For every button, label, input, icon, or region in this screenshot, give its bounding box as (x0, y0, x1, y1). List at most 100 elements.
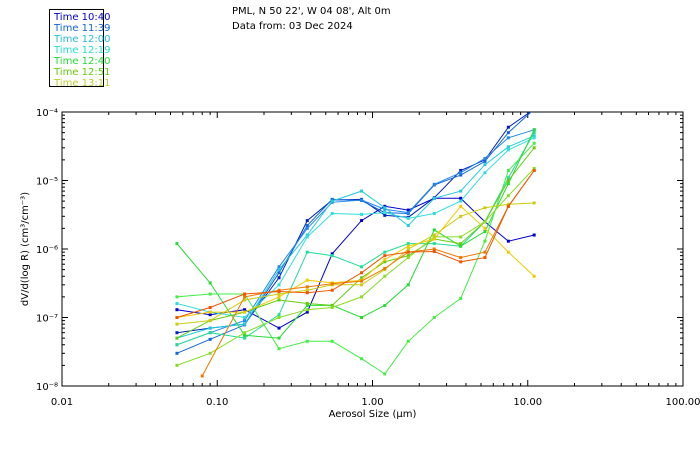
data-point (360, 357, 364, 361)
data-point (208, 281, 212, 285)
data-point (432, 196, 436, 200)
data-point (277, 336, 281, 340)
series-line (176, 142, 535, 375)
data-point (532, 136, 536, 140)
y-tick-label: 10⁻⁶ (36, 245, 58, 256)
data-point (175, 322, 179, 326)
data-point (506, 176, 510, 180)
x-tick-label: 0.10 (206, 397, 228, 408)
data-point (459, 204, 463, 208)
data-point (277, 265, 281, 269)
data-point (506, 239, 510, 243)
data-point (360, 295, 364, 299)
data-point (532, 131, 536, 135)
legend-box (49, 9, 104, 87)
data-point (532, 166, 536, 170)
data-point (305, 291, 309, 295)
series-line (176, 147, 535, 339)
data-point (243, 295, 247, 299)
data-point (305, 233, 309, 237)
data-point (305, 310, 309, 314)
data-point (175, 302, 179, 306)
data-point (459, 244, 463, 248)
data-point (432, 211, 436, 215)
data-point (432, 182, 436, 186)
data-point (277, 298, 281, 302)
data-point (432, 316, 436, 319)
data-point (506, 125, 510, 129)
data-point (506, 136, 510, 140)
data-point (208, 292, 212, 296)
data-point (330, 303, 334, 307)
data-point (277, 313, 281, 317)
data-point (175, 316, 179, 319)
data-point (483, 230, 487, 234)
data-point (459, 296, 463, 300)
data-point (483, 239, 487, 243)
legend-item: Time 12:19 (54, 45, 111, 56)
data-point (532, 146, 536, 150)
data-point (360, 283, 364, 287)
data-point (506, 168, 510, 172)
data-point (406, 208, 410, 212)
data-point (506, 145, 510, 149)
data-point (432, 233, 436, 237)
data-point (360, 276, 364, 280)
y-tick-label: 10⁻⁷ (36, 314, 58, 325)
legend-item: Time 13:11 (54, 78, 111, 89)
data-point (360, 212, 364, 216)
legend-item: Time 12:00 (54, 34, 111, 45)
data-point (305, 278, 309, 282)
data-point (383, 211, 387, 215)
data-point (532, 233, 536, 237)
data-point (243, 322, 247, 326)
data-point (175, 363, 179, 367)
data-point (483, 250, 487, 254)
data-point (360, 198, 364, 202)
y-tick-label: 10⁻⁴ (36, 108, 58, 119)
data-point (277, 295, 281, 299)
data-point (506, 204, 510, 208)
data-point (208, 351, 212, 355)
data-point (305, 250, 309, 254)
data-point (330, 288, 334, 292)
data-point (383, 266, 387, 270)
data-point (483, 171, 487, 175)
data-point (383, 254, 387, 258)
data-point (208, 310, 212, 314)
data-point (243, 316, 247, 319)
data-point (208, 313, 212, 317)
data-point (432, 242, 436, 246)
data-point (383, 258, 387, 262)
data-point (483, 226, 487, 230)
data-point (459, 235, 463, 239)
data-point (532, 274, 536, 278)
data-point (330, 211, 334, 215)
data-point (305, 339, 309, 343)
data-point (483, 256, 487, 260)
data-point (459, 199, 463, 203)
data-point (459, 256, 463, 260)
data-point (506, 202, 510, 206)
data-point (383, 207, 387, 211)
data-point (432, 237, 436, 241)
data-point (208, 326, 212, 330)
data-point (175, 343, 179, 347)
data-point (277, 271, 281, 275)
x-tick-label: 100.00 (666, 397, 700, 408)
data-point (277, 316, 281, 319)
data-point (208, 305, 212, 309)
data-point (459, 196, 463, 200)
series-line (176, 170, 535, 318)
data-point (383, 213, 387, 217)
data-point (483, 206, 487, 210)
data-point (305, 219, 309, 223)
data-point (483, 159, 487, 163)
data-point (330, 305, 334, 309)
data-point (406, 244, 410, 248)
data-point (305, 226, 309, 230)
data-point (175, 331, 179, 335)
legend-item: Time 10:40 (54, 12, 111, 23)
data-point (330, 282, 334, 286)
x-tick-label: 10.00 (513, 397, 542, 408)
